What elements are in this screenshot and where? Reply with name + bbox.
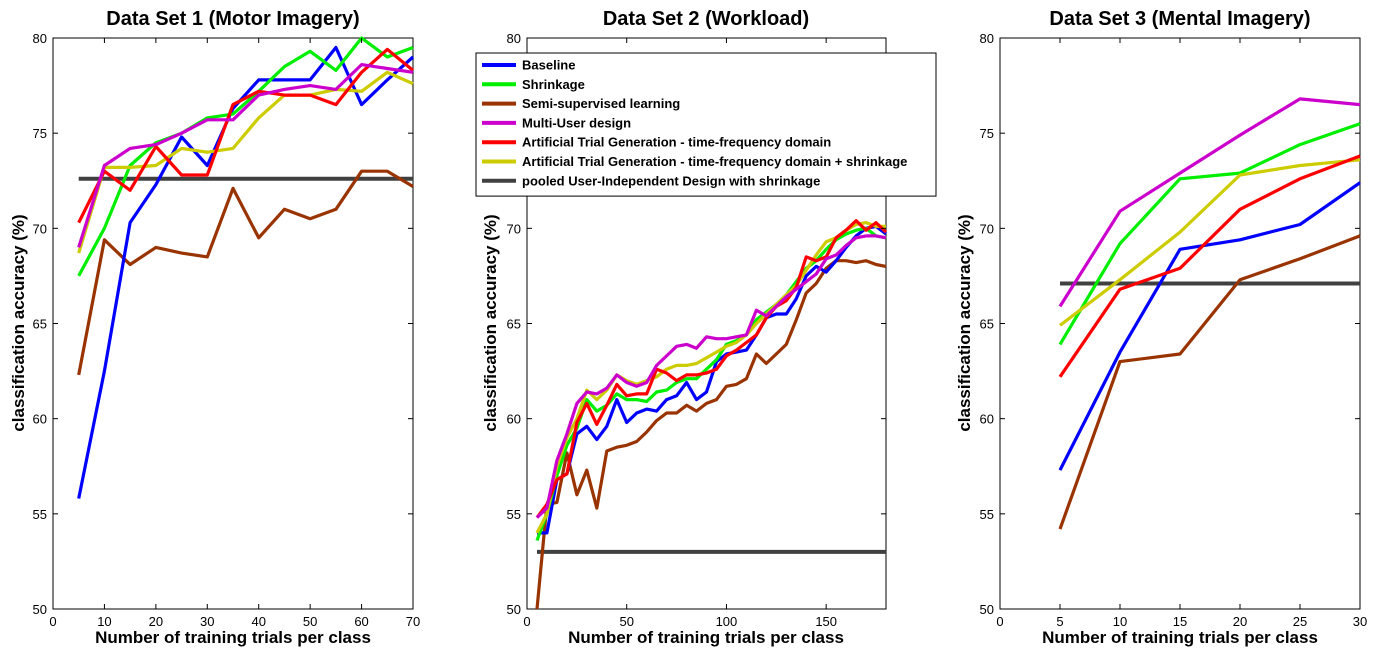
y-tick-label: 55 bbox=[33, 507, 47, 522]
y-tick-label: 55 bbox=[507, 507, 521, 522]
y-tick-label: 60 bbox=[980, 412, 994, 427]
y-axis-label: classification accuracy (%) bbox=[955, 214, 974, 431]
x-tick-label: 60 bbox=[354, 614, 368, 629]
y-tick-label: 70 bbox=[507, 221, 521, 236]
x-tick-label: 10 bbox=[97, 614, 111, 629]
legend-entry-label: Shrinkage bbox=[522, 77, 585, 92]
series-line-semi bbox=[535, 259, 887, 610]
x-axis-label: Number of training trials per class bbox=[1042, 628, 1318, 647]
y-axis-label: classification accuracy (%) bbox=[9, 214, 28, 431]
x-tick-label: 100 bbox=[716, 614, 738, 629]
x-tick-label: 30 bbox=[200, 614, 214, 629]
y-tick-label: 80 bbox=[507, 31, 521, 46]
series-line-multi bbox=[1058, 97, 1361, 308]
series-line-atg bbox=[77, 47, 415, 224]
y-tick-label: 70 bbox=[980, 221, 994, 236]
series-line-shrinkage bbox=[77, 36, 414, 277]
legend-entry-label: Multi-User design bbox=[522, 115, 631, 130]
y-tick-label: 75 bbox=[33, 126, 47, 141]
x-tick-label: 15 bbox=[1173, 614, 1187, 629]
legend: Baseline Shrinkage Semi-supervised learnin… bbox=[475, 52, 937, 197]
series-line-baseline bbox=[77, 45, 415, 499]
y-axis-label: classification accuracy (%) bbox=[481, 214, 500, 431]
x-axis-label: Number of training trials per class bbox=[95, 628, 371, 647]
series-line-baseline bbox=[537, 224, 887, 535]
series-line-semi bbox=[1058, 234, 1361, 530]
plot-area bbox=[52, 37, 414, 610]
series-line-multi bbox=[535, 234, 887, 519]
y-tick-label: 75 bbox=[980, 126, 994, 141]
x-tick-label: 25 bbox=[1293, 614, 1307, 629]
y-tick-label: 65 bbox=[507, 317, 521, 332]
y-tick-label: 70 bbox=[33, 221, 47, 236]
series-line-multi bbox=[77, 62, 414, 248]
legend-entry-label: Semi-supervised learning bbox=[522, 96, 680, 111]
x-tick-label: 20 bbox=[149, 614, 163, 629]
y-tick-label: 55 bbox=[980, 507, 994, 522]
series-line-atg_shrink bbox=[77, 70, 414, 254]
x-tick-label: 40 bbox=[251, 614, 265, 629]
legend-entry-label: pooled User-Independent Design with shri… bbox=[522, 173, 820, 188]
legend-entry-label: Artificial Trial Generation - time-frequ… bbox=[522, 154, 907, 169]
x-axis-label: Number of training trials per class bbox=[568, 628, 844, 647]
y-tick-label: 65 bbox=[33, 317, 47, 332]
x-tick-label: 10 bbox=[1113, 614, 1127, 629]
legend-entry-label: Artificial Trial Generation - time-frequ… bbox=[522, 135, 831, 150]
y-tick-label: 50 bbox=[507, 602, 521, 617]
x-tick-label: 5 bbox=[1056, 614, 1063, 629]
series-line-baseline bbox=[1058, 181, 1361, 471]
x-tick-label: 0 bbox=[996, 614, 1003, 629]
x-tick-label: 70 bbox=[406, 614, 420, 629]
legend-box bbox=[475, 52, 937, 197]
x-tick-label: 20 bbox=[1233, 614, 1247, 629]
chart-panel-data-set-1: Data Set 1 (Motor Imagery) classificatio… bbox=[9, 8, 420, 647]
chart-title: Data Set 3 (Mental Imagery) bbox=[1049, 8, 1310, 30]
y-tick-label: 60 bbox=[507, 412, 521, 427]
x-tick-label: 0 bbox=[523, 614, 530, 629]
series-line-semi bbox=[77, 169, 414, 376]
series-line-atg_shrink bbox=[1059, 158, 1361, 327]
chart-title: Data Set 1 (Motor Imagery) bbox=[106, 8, 359, 30]
y-tick-label: 80 bbox=[980, 31, 994, 46]
plot-area bbox=[999, 37, 1361, 610]
y-tick-label: 65 bbox=[980, 317, 994, 332]
legend-entry-label: Baseline bbox=[522, 58, 575, 73]
y-tick-label: 60 bbox=[33, 412, 47, 427]
x-tick-label: 50 bbox=[303, 614, 317, 629]
x-tick-label: 50 bbox=[619, 614, 633, 629]
series-line-shrinkage bbox=[535, 226, 887, 542]
chart-panel-data-set-3: Data Set 3 (Mental Imagery) classificati… bbox=[955, 8, 1367, 647]
x-tick-label: 0 bbox=[49, 614, 56, 629]
y-tick-label: 80 bbox=[33, 31, 47, 46]
y-tick-label: 50 bbox=[33, 602, 47, 617]
x-tick-label: 30 bbox=[1353, 614, 1367, 629]
series-line-shrinkage bbox=[1058, 122, 1361, 346]
chart-title: Data Set 2 (Workload) bbox=[603, 8, 809, 30]
x-tick-label: 150 bbox=[815, 614, 837, 629]
series-line-atg_shrink bbox=[535, 221, 886, 534]
series-line-atg bbox=[535, 219, 888, 519]
y-tick-label: 50 bbox=[980, 602, 994, 617]
series-line-atg bbox=[1058, 154, 1361, 378]
